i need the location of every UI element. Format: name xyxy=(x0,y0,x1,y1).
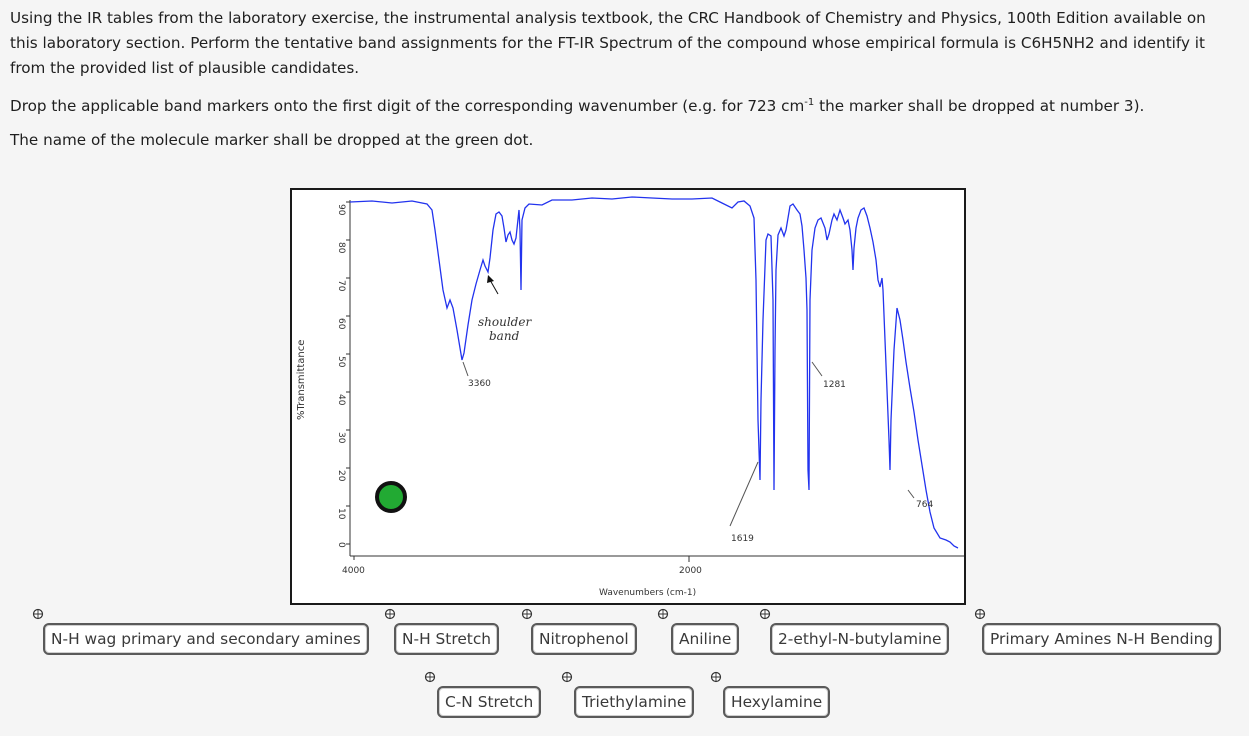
marker-nitrophenol[interactable]: Nitrophenol xyxy=(531,623,637,655)
instructions-paragraph-2-start: Drop the applicable band markers onto th… xyxy=(10,97,805,116)
drag-handle-icon[interactable] xyxy=(424,671,436,683)
marker-triethylamine[interactable]: Triethylamine xyxy=(574,686,695,718)
y-tick-60: 60 xyxy=(336,318,346,330)
marker-primary-amines-nh-bending[interactable]: Primary Amines N-H Bending xyxy=(982,623,1222,655)
x-tick-2000: 2000 xyxy=(679,566,702,576)
y-tick-0: 0 xyxy=(336,542,346,548)
marker-aniline[interactable]: Aniline xyxy=(671,623,740,655)
peak-3360-leader xyxy=(462,361,469,377)
drag-handle-icon[interactable] xyxy=(974,608,986,620)
instructions-paragraph-2-end: the marker shall be dropped at number 3)… xyxy=(814,97,1145,116)
drag-handle-icon[interactable] xyxy=(759,608,771,620)
peak-764-leader xyxy=(907,489,915,499)
instructions: Using the IR tables from the laboratory … xyxy=(10,6,1235,153)
y-tick-marks xyxy=(346,201,350,545)
x-tick-marks xyxy=(353,556,690,562)
y-tick-10: 10 xyxy=(336,508,346,520)
marker-nh-stretch[interactable]: N-H Stretch xyxy=(394,623,500,655)
drag-handle-icon[interactable] xyxy=(657,608,669,620)
y-tick-50: 50 xyxy=(336,356,346,368)
shoulder-arrow xyxy=(489,279,499,295)
peak-label-1281: 1281 xyxy=(823,380,846,390)
marker-nh-wag[interactable]: N-H wag primary and secondary amines xyxy=(43,623,369,655)
ir-spectrum-plot: 90 80 70 60 50 40 30 20 10 0 %Transmitta… xyxy=(296,196,964,598)
y-tick-20: 20 xyxy=(336,470,346,482)
y-tick-80: 80 xyxy=(336,242,346,254)
spectrum-trace xyxy=(349,196,959,549)
peak-1619-leader xyxy=(729,461,759,527)
y-axis-label: %Transmittance xyxy=(296,340,307,420)
instructions-paragraph-3: The name of the molecule marker shall be… xyxy=(10,131,534,150)
drag-handle-icon[interactable] xyxy=(32,608,44,620)
instructions-paragraph-2: Drop the applicable band markers onto th… xyxy=(10,90,1235,119)
x-axis-label: Wavenumbers (cm-1) xyxy=(599,588,696,598)
y-tick-90: 90 xyxy=(336,204,346,216)
marker-2-ethyl-n-butylamine[interactable]: 2-ethyl-N-butylamine xyxy=(770,623,950,655)
x-tick-4000: 4000 xyxy=(342,566,365,576)
y-tick-40: 40 xyxy=(336,394,346,406)
peak-label-764: 764 xyxy=(916,500,933,510)
y-tick-70: 70 xyxy=(336,280,346,292)
shoulder-annotation-line-1: shoulder xyxy=(478,315,532,329)
ir-spectrum-image: 90 80 70 60 50 40 30 20 10 0 %Transmitta… xyxy=(290,188,966,605)
y-tick-30: 30 xyxy=(336,432,346,444)
shoulder-annotation-line-2: band xyxy=(489,329,520,343)
instructions-paragraph-1: Using the IR tables from the laboratory … xyxy=(10,9,1206,77)
peak-1281-leader xyxy=(811,361,823,377)
instructions-superscript: -1 xyxy=(804,97,815,108)
marker-cn-stretch[interactable]: C-N Stretch xyxy=(437,686,542,718)
peak-label-3360: 3360 xyxy=(468,379,491,389)
drag-handle-icon[interactable] xyxy=(384,608,396,620)
drag-handle-icon[interactable] xyxy=(561,671,573,683)
shoulder-arrowhead-icon xyxy=(487,275,494,283)
drag-handle-icon[interactable] xyxy=(710,671,722,683)
drag-handle-icon[interactable] xyxy=(521,608,533,620)
marker-hexylamine[interactable]: Hexylamine xyxy=(723,686,831,718)
peak-label-1619: 1619 xyxy=(731,534,754,544)
molecule-drop-target[interactable] xyxy=(375,481,407,513)
